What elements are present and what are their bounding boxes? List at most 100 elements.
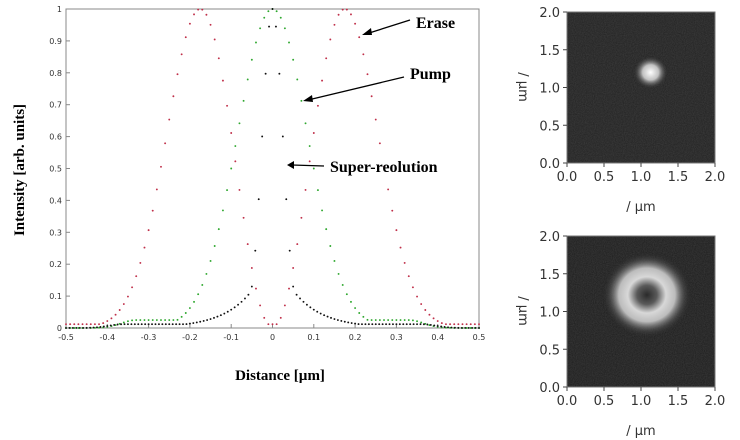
profile-x-tick-label: -0.4	[99, 333, 115, 342]
series-point	[428, 313, 431, 316]
series-point	[292, 58, 295, 61]
series-point	[254, 249, 257, 252]
series-point	[209, 23, 212, 26]
series-point	[168, 319, 171, 321]
profile-x-tick-label: -0.1	[223, 333, 239, 342]
series-point	[246, 243, 249, 246]
series-point	[201, 284, 204, 286]
profile-y-tick-label: 0.4	[49, 196, 62, 205]
series-point	[333, 259, 336, 262]
series-point	[172, 95, 175, 98]
image-y-tick-label: 0.0	[539, 157, 560, 172]
series-point	[412, 323, 415, 326]
series-point	[407, 319, 410, 321]
profile-y-tick-label: 0.9	[49, 37, 62, 46]
series-point	[77, 323, 80, 326]
series-point	[300, 216, 303, 219]
series-point	[398, 323, 401, 326]
series-point	[279, 316, 282, 319]
series-point	[361, 323, 363, 326]
series-point	[164, 142, 167, 145]
series-point	[308, 160, 311, 163]
series-point	[316, 189, 319, 192]
profile-plot-frame	[65, 8, 480, 329]
series-point	[217, 57, 220, 60]
series-point	[65, 323, 67, 326]
series-point	[403, 261, 406, 264]
series-point	[271, 323, 274, 326]
series-point	[288, 287, 290, 290]
series-point	[333, 318, 336, 320]
series-point	[175, 323, 178, 326]
series-point	[106, 325, 109, 327]
profile-y-tick-label: 1	[57, 5, 62, 14]
series-point	[367, 323, 370, 326]
series-point	[73, 323, 76, 326]
series-point	[391, 209, 394, 212]
image-x-tick-label: 2.0	[705, 170, 726, 185]
series-point	[93, 323, 96, 326]
series-point	[120, 323, 123, 326]
series-point	[123, 323, 126, 326]
series-point	[354, 307, 357, 310]
image-bottom-panel: 0.0 0.5 1.0 1.5 2.0 0.0 0.5 1.0 1.5 2.0 / µm / µm	[515, 230, 725, 439]
series-point	[288, 249, 291, 252]
profile-x-tick-label: -0.2	[182, 333, 198, 342]
series-point	[457, 323, 460, 326]
series-point	[217, 228, 220, 231]
series-point	[474, 326, 477, 329]
series-point	[416, 323, 418, 326]
series-point	[182, 323, 184, 326]
series-point	[366, 318, 369, 321]
series-point	[366, 73, 369, 76]
series-point	[325, 228, 328, 231]
image-x-tick-label: 0.0	[557, 170, 578, 185]
series-point	[77, 327, 80, 329]
series-point	[378, 142, 381, 145]
series-point	[443, 325, 446, 328]
series-point	[329, 245, 332, 247]
image-y-tick-label: 2.0	[539, 6, 560, 21]
series-point	[285, 198, 288, 201]
series-point	[309, 306, 312, 309]
series-point	[340, 319, 343, 322]
series-point	[127, 295, 129, 298]
series-point	[197, 8, 200, 11]
annotation-pump: Pump	[410, 66, 451, 83]
arrow-pump	[307, 76, 405, 101]
profile-x-ticks: -0.5 -0.4 -0.3 -0.2 -0.1 0 0.1 0.2 0.3 0.4 0.5	[58, 324, 485, 342]
series-point	[447, 326, 449, 329]
series-point	[213, 38, 216, 41]
series-point	[388, 323, 391, 326]
series-point	[250, 58, 253, 61]
series-point	[216, 315, 219, 318]
series-point	[403, 319, 406, 321]
image-top-panel: 0.0 0.5 1.0 1.5 2.0 0.0 0.5 1.0 1.5 2.0 / µm / µm	[515, 6, 725, 215]
profile-x-tick-label: 0.5	[473, 333, 486, 342]
series-point	[409, 323, 412, 326]
series-point	[347, 321, 350, 324]
series-point	[292, 285, 295, 288]
series-point	[168, 118, 171, 121]
series-point	[449, 323, 452, 326]
series-point	[370, 95, 373, 98]
series-point	[402, 323, 405, 326]
series-point	[242, 216, 245, 219]
profile-y-tick-label: 0.2	[49, 260, 62, 269]
profile-y-tick-label: 0.6	[49, 133, 62, 142]
image-x-tick-label: 1.5	[668, 170, 689, 185]
series-point	[176, 318, 179, 321]
series-point	[264, 72, 267, 75]
profile-y-axis-label: Intensity [arb. units]	[12, 104, 28, 236]
profile-x-axis-label: Distance [µm]	[235, 368, 325, 384]
image-y-tick-label: 1.5	[539, 268, 560, 283]
series-point	[130, 323, 133, 326]
series-point	[292, 267, 295, 269]
series-point	[180, 315, 183, 318]
arrow-erase-head	[362, 28, 372, 35]
series-point	[429, 323, 432, 326]
series-point	[420, 303, 423, 305]
image-x-tick-label: 0.5	[594, 394, 615, 409]
series-point	[268, 25, 271, 28]
profile-x-tick-label: 0	[270, 333, 275, 342]
